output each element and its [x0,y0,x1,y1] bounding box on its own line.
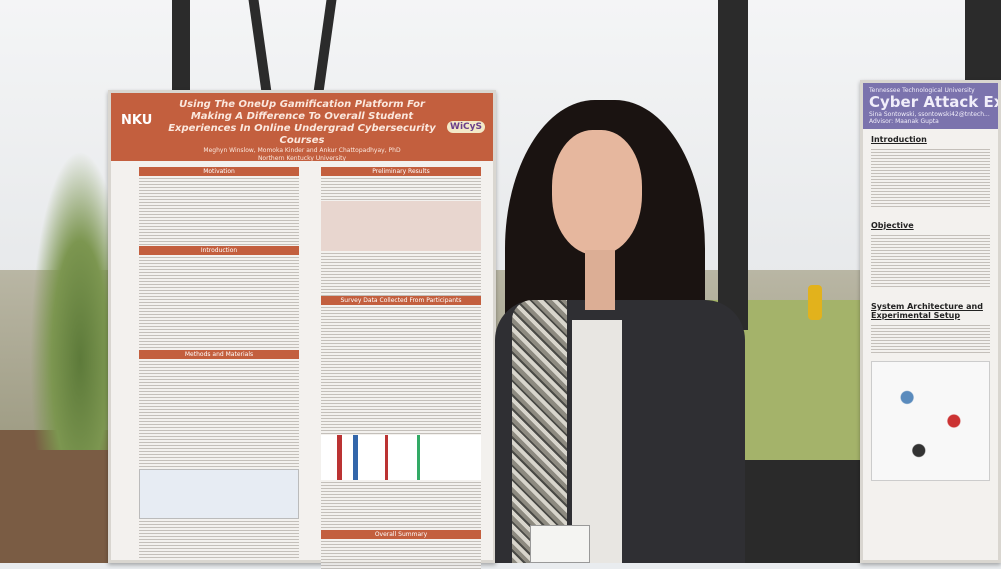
section-heading: Motivation [139,167,299,176]
window-frame [965,0,1001,80]
poster-header: Tennessee Technological University Cyber… [863,83,998,129]
section-heading: Preliminary Results [321,167,481,176]
poster-header: Using The OneUp Gamification Platform Fo… [111,93,493,162]
section-heading: System Architecture and Experimental Set… [871,302,983,320]
section-text [139,519,299,559]
section-text [321,305,481,435]
bar-chart-figure [321,435,481,480]
section-heading: Objective [871,221,914,230]
nku-logo: NKU [121,113,153,128]
poster-advisor: Advisor: Maanak Gupta [869,118,939,125]
poster-title: Cyber Attack Ex... Smart Farm Arc... [869,93,998,111]
section-text [321,251,481,296]
section-text [871,323,990,353]
section-text [871,233,990,288]
results-table [321,201,481,251]
right-poster: Tennessee Technological University Cyber… [860,80,1001,563]
window-frame [172,0,190,90]
poster-authors: Meghyn Winslow, Momoka Kinder and Ankur … [203,147,401,154]
poster-author: Sina Sontowski, ssontowski42@tntech... [869,111,990,118]
person-neck [585,250,615,310]
section-text [139,359,299,469]
section-heading: Overall Summary [321,530,481,539]
fire-hydrant [808,285,822,320]
section-heading: Introduction [139,246,299,255]
section-heading: Introduction [871,135,927,144]
person-shirt [572,320,622,563]
person-scarf [512,300,567,563]
section-text [321,176,481,201]
wicys-logo: WiCyS [447,121,485,133]
name-badge [530,525,590,563]
person-face [552,130,642,255]
architecture-diagram [871,361,990,481]
poster-title: Using The OneUp Gamification Platform Fo… [168,99,436,146]
section-text [139,176,299,246]
window-frame [718,0,748,330]
section-heading: Methods and Materials [139,350,299,359]
poster-affiliation: Northern Kentucky University [257,155,347,162]
section-text [139,255,299,350]
section-text [321,539,481,569]
screenshot-figure [139,469,299,519]
section-text [871,147,990,207]
section-heading: Survey Data Collected From Participants [321,296,481,305]
poster-institution: Tennessee Technological University [869,87,975,94]
left-poster: Using The OneUp Gamification Platform Fo… [108,90,496,569]
section-text [321,480,481,530]
